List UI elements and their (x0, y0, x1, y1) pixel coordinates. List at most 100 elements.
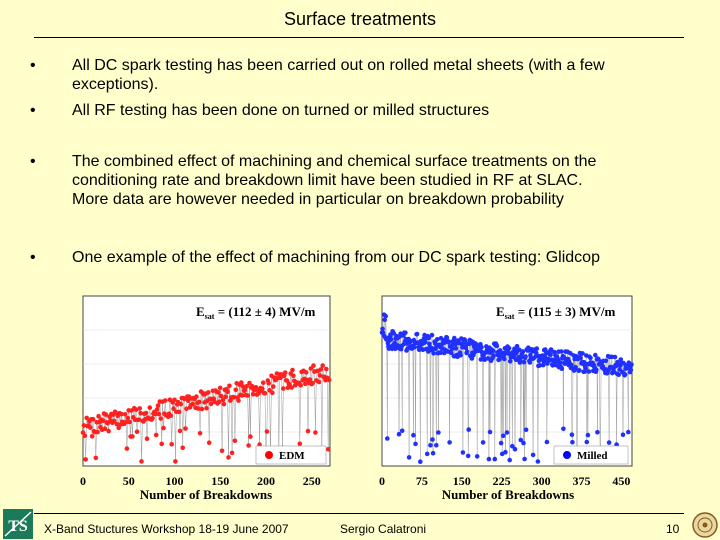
data-point (90, 416, 96, 422)
x-tick-label: 450 (612, 474, 630, 488)
chart-milled: Esat = (115 ± 3) MV/m Milled 0 75 150 225 30… (374, 292, 638, 502)
data-point (271, 384, 276, 389)
title-divider (34, 37, 684, 38)
data-point (523, 354, 528, 359)
data-point (232, 438, 238, 444)
data-point (603, 358, 609, 363)
data-point (584, 439, 590, 445)
data-point (281, 386, 286, 391)
data-point (519, 355, 524, 360)
annotation-esat: Esat = (112 ± 4) MV/m (196, 304, 315, 321)
x-axis-label: Number of Breakdowns (442, 487, 574, 502)
data-point (247, 380, 252, 386)
annotation-esat: Esat = (115 ± 3) MV/m (496, 304, 615, 321)
data-point (218, 393, 224, 399)
data-point (196, 399, 202, 405)
data-point (204, 405, 209, 411)
data-point (89, 434, 95, 439)
data-point (548, 347, 554, 352)
data-point (311, 363, 316, 368)
data-point (431, 351, 436, 356)
data-point (219, 448, 225, 454)
data-point (172, 397, 177, 403)
bullet-line: exceptions). (72, 76, 159, 93)
data-point (206, 440, 212, 445)
data-point (626, 429, 631, 435)
data-point (418, 459, 423, 464)
data-point (83, 457, 88, 462)
data-point (569, 362, 574, 368)
data-point (130, 434, 135, 439)
bullet-line: The combined effect of machining and che… (72, 153, 597, 170)
data-point (303, 381, 308, 387)
data-point (260, 386, 265, 392)
legend: EDM (255, 445, 327, 465)
data-point (320, 363, 325, 368)
data-point (620, 432, 626, 438)
x-tick-label: 0 (80, 474, 86, 488)
data-point (290, 367, 295, 373)
data-point (326, 377, 332, 383)
data-point (324, 366, 329, 372)
data-point (325, 447, 331, 452)
data-point (606, 440, 612, 445)
data-point (153, 411, 158, 417)
data-point (628, 367, 634, 373)
data-point (119, 411, 124, 417)
data-point (248, 434, 253, 439)
data-point (501, 433, 506, 439)
data-point (240, 384, 246, 389)
data-point (125, 415, 131, 421)
data-point (446, 339, 452, 345)
data-point (559, 366, 565, 371)
data-point (521, 440, 526, 446)
data-point (561, 426, 566, 432)
slide-title: Surface treatments (283, 9, 437, 29)
data-point (523, 427, 529, 433)
data-point (580, 351, 585, 356)
data-point (530, 452, 536, 458)
data-point (502, 356, 507, 362)
data-point (494, 343, 500, 349)
data-point (137, 406, 142, 411)
data-point (223, 394, 228, 400)
bullet-line: More data are however needed in particul… (72, 191, 564, 208)
data-point (81, 423, 87, 428)
data-point (544, 439, 550, 445)
data-point (520, 349, 526, 354)
data-point (466, 427, 471, 432)
data-point (453, 346, 459, 351)
data-point (264, 429, 270, 434)
data-point (317, 373, 323, 378)
data-point (389, 346, 395, 352)
data-point (217, 399, 222, 405)
x-tick-label: 100 (165, 474, 183, 488)
data-point (168, 413, 174, 418)
data-point (510, 443, 515, 449)
data-point (270, 390, 275, 396)
data-point (458, 353, 463, 358)
data-point (183, 426, 188, 431)
data-point (422, 339, 428, 345)
data-point (84, 415, 89, 421)
data-series (379, 312, 634, 464)
data-point (594, 367, 599, 373)
data-point (102, 426, 108, 431)
data-point (139, 459, 144, 464)
x-tick-label: 375 (572, 474, 590, 488)
plot-area (381, 295, 633, 467)
data-point (159, 441, 164, 447)
x-tick-label: 250 (303, 474, 321, 488)
data-point (190, 401, 196, 407)
data-point (307, 377, 313, 382)
legend-box (553, 445, 629, 465)
data-point (396, 431, 402, 437)
data-point (122, 412, 128, 417)
data-point (310, 380, 315, 386)
data-point (527, 360, 533, 365)
x-tick-label: 0 (379, 474, 385, 488)
data-point (392, 340, 398, 346)
data-point (465, 453, 471, 459)
data-point (555, 356, 561, 362)
data-point (406, 455, 412, 460)
